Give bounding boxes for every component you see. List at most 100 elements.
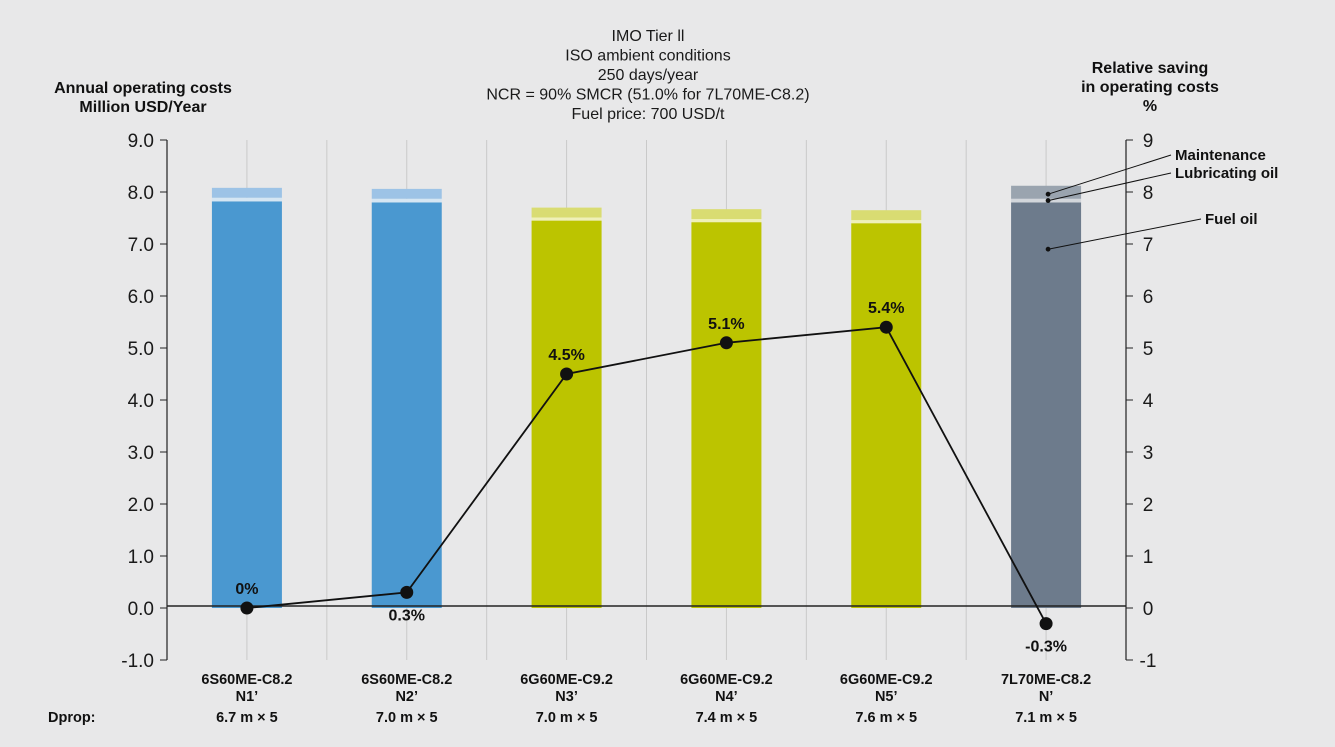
y-tick-label-left: 9.0 bbox=[128, 131, 154, 152]
y-tick-label-right: -1 bbox=[1140, 651, 1157, 672]
prop-row-label: Dprop: bbox=[48, 710, 96, 726]
saving-label: 5.4% bbox=[868, 300, 904, 317]
chart-title: IMO Tier ll ISO ambient conditions 250 day… bbox=[486, 28, 809, 123]
saving-point bbox=[400, 585, 414, 599]
y-tick-label-right: 1 bbox=[1143, 547, 1154, 568]
category-case-label: N2’ bbox=[395, 689, 418, 705]
legend-entry: Maintenance bbox=[1175, 147, 1266, 164]
category-prop-label: 7.1 m × 5 bbox=[1015, 710, 1077, 726]
saving-point bbox=[719, 336, 733, 350]
saving-label: -0.3% bbox=[1025, 639, 1067, 656]
category-case-label: N1’ bbox=[236, 689, 259, 705]
bar-lubricating-oil bbox=[851, 220, 922, 224]
y-tick-label-right: 3 bbox=[1143, 443, 1154, 464]
y-tick-label-left: 6.0 bbox=[128, 287, 154, 308]
bar-fuel-oil bbox=[371, 202, 442, 608]
bar-lubricating-oil bbox=[531, 217, 602, 221]
legend-leader-line bbox=[1047, 154, 1172, 195]
left-axis-title-line: Annual operating costs bbox=[54, 80, 232, 97]
y-tick-label-left: 5.0 bbox=[128, 339, 154, 360]
bar-lubricating-oil bbox=[371, 198, 442, 203]
y-tick-label-right: 0 bbox=[1143, 599, 1154, 620]
left-tick-labels: -1.0 0.0 1.0 2.0 3.0 4.0 5.0 6.0 7.0 8.0 9.0 bbox=[121, 131, 167, 672]
saving-point bbox=[879, 320, 893, 334]
y-tick-label-left: -1.0 bbox=[121, 651, 154, 672]
category-labels: 6S60ME-C8.2N1’6.7 m × 56S60ME-C8.2N2’7.0… bbox=[48, 672, 1091, 726]
y-tick-label-left: 7.0 bbox=[128, 235, 154, 256]
saving-label: 5.1% bbox=[708, 316, 744, 333]
category-engine-label: 6S60ME-C8.2 bbox=[201, 672, 292, 688]
category-case-label: N’ bbox=[1039, 689, 1054, 705]
title-line: IMO Tier ll bbox=[612, 28, 685, 45]
y-tick-label-left: 8.0 bbox=[128, 183, 154, 204]
saving-line bbox=[246, 326, 1047, 625]
y-tick-label-right: 6 bbox=[1143, 287, 1154, 308]
y-tick-label-left: 4.0 bbox=[128, 391, 154, 412]
category-engine-label: 6G60ME-C9.2 bbox=[840, 672, 933, 688]
left-axis-title: Annual operating costs Million USD/Year bbox=[54, 80, 232, 116]
y-tick-label-left: 0.0 bbox=[128, 599, 154, 620]
legend-leader-line bbox=[1047, 218, 1202, 250]
category-engine-label: 6S60ME-C8.2 bbox=[361, 672, 452, 688]
bar-maintenance bbox=[1011, 185, 1082, 199]
legend-entry: Fuel oil bbox=[1205, 211, 1258, 228]
category-prop-label: 7.0 m × 5 bbox=[536, 710, 598, 726]
bar-fuel-oil bbox=[851, 223, 922, 608]
bar-maintenance bbox=[531, 207, 602, 218]
y-tick-label-right: 7 bbox=[1143, 235, 1154, 256]
bar-maintenance bbox=[211, 187, 282, 198]
saving-label: 4.5% bbox=[548, 347, 584, 364]
legend-leader-line bbox=[1047, 172, 1172, 202]
category-case-label: N4’ bbox=[715, 689, 738, 705]
saving-point bbox=[240, 601, 254, 615]
category-engine-label: 6G60ME-C9.2 bbox=[680, 672, 773, 688]
legend-entry: Lubricating oil bbox=[1175, 165, 1278, 182]
category-case-label: N5’ bbox=[875, 689, 898, 705]
title-line: ISO ambient conditions bbox=[565, 48, 730, 65]
y-tick-label-right: 5 bbox=[1143, 339, 1154, 360]
bar-fuel-oil bbox=[531, 220, 602, 608]
bar-lubricating-oil bbox=[211, 197, 282, 202]
bar-maintenance bbox=[371, 188, 442, 199]
bar-stacks bbox=[211, 185, 1082, 609]
category-case-label: N3’ bbox=[555, 689, 578, 705]
saving-data-labels: 0% 0.3% 4.5% 5.1% 5.4% -0.3% bbox=[235, 300, 1067, 655]
bar-maintenance bbox=[851, 210, 922, 221]
category-prop-label: 7.0 m × 5 bbox=[376, 710, 438, 726]
category-prop-label: 7.4 m × 5 bbox=[696, 710, 758, 726]
legend-leader-dot bbox=[1045, 198, 1051, 203]
saving-label: 0% bbox=[235, 581, 258, 598]
bar-fuel-oil bbox=[691, 222, 762, 608]
bar-fuel-oil bbox=[1011, 202, 1082, 608]
category-engine-label: 7L70ME-C8.2 bbox=[1001, 672, 1091, 688]
bar-maintenance bbox=[691, 209, 762, 220]
category-prop-label: 6.7 m × 5 bbox=[216, 710, 278, 726]
right-axis-title-line: Relative saving bbox=[1092, 60, 1209, 77]
y-tick-label-left: 3.0 bbox=[128, 443, 154, 464]
saving-point bbox=[1039, 617, 1053, 631]
right-axis-title: Relative saving in operating costs% bbox=[1081, 60, 1219, 115]
left-axis-title-line: Million USD/Year bbox=[79, 99, 206, 116]
bar-lubricating-oil bbox=[691, 219, 762, 223]
legend-leader-dot bbox=[1045, 246, 1051, 252]
right-axis-title-line: in operating costs bbox=[1081, 79, 1219, 96]
saving-label: 0.3% bbox=[389, 607, 425, 624]
y-tick-label-left: 2.0 bbox=[128, 495, 154, 516]
category-engine-label: 6G60ME-C9.2 bbox=[520, 672, 613, 688]
y-tick-label-right: 2 bbox=[1143, 495, 1154, 516]
y-tick-label-right: 4 bbox=[1143, 391, 1154, 412]
right-axis-title-line: % bbox=[1143, 98, 1157, 115]
y-tick-label-right: 8 bbox=[1143, 183, 1154, 204]
category-prop-label: 7.6 m × 5 bbox=[855, 710, 917, 726]
title-line: 250 days/year bbox=[598, 67, 699, 84]
bar-fuel-oil bbox=[211, 201, 282, 609]
y-tick-label-right: 9 bbox=[1143, 131, 1154, 152]
legend-leader-dot bbox=[1045, 191, 1051, 197]
right-tick-labels: -1 0 1 2 3 4 5 6 7 8 9 bbox=[1126, 131, 1156, 672]
title-line: Fuel price: 700 USD/t bbox=[572, 106, 726, 123]
title-line: NCR = 90% SMCR (51.0% for 7L70ME-C8.2) bbox=[486, 87, 809, 104]
saving-point bbox=[560, 367, 574, 381]
saving-line-series bbox=[240, 320, 1053, 631]
